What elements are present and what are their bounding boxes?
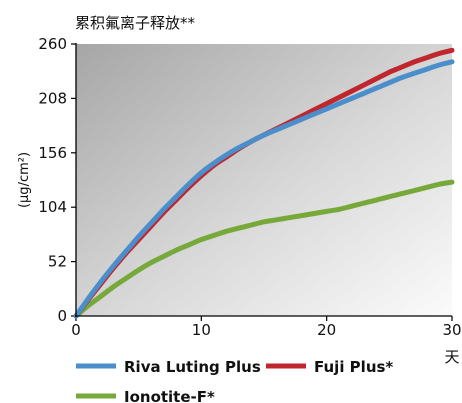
data-series — [73, 47, 455, 319]
y-tick-label: 208 — [38, 89, 67, 107]
legend-label: Riva Luting Plus — [124, 358, 261, 376]
series-line-2 — [73, 179, 455, 319]
legend: Riva Luting Plus Fuji Plus* Ionotite-F* — [76, 358, 393, 403]
x-tick-label: 20 — [317, 321, 336, 339]
y-tick-label: 260 — [38, 35, 67, 53]
y-tick-label: 52 — [48, 253, 67, 271]
y-tick-label: 104 — [38, 198, 67, 216]
legend-label: Fuji Plus* — [314, 358, 393, 376]
y-tick-label: 156 — [38, 144, 67, 162]
y-tick-label: 0 — [57, 307, 67, 325]
series-line-0 — [73, 59, 455, 319]
chart-title: 累积氟离子释放** — [75, 14, 196, 32]
axis-ticks: 0 52 104 156 208 260 0 10 20 30 — [38, 35, 461, 339]
y-axis-label: (µg/cm²) — [17, 152, 32, 208]
x-tick-label: 30 — [442, 321, 461, 339]
x-tick-label: 10 — [192, 321, 211, 339]
x-tick-label: 0 — [71, 321, 81, 339]
legend-label: Ionotite-F* — [124, 388, 215, 403]
x-axis-label: 天 — [444, 348, 459, 366]
